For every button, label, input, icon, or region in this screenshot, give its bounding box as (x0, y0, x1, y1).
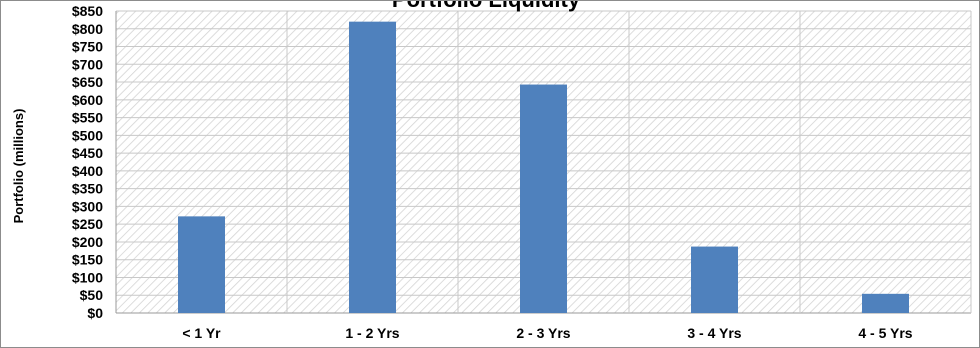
x-tick-labels: < 1 Yr 1 - 2 Yrs 2 - 3 Yrs 3 - 4 Yrs 4 - 5 Y… (182, 325, 912, 341)
x-tick-label: 2 - 3 Yrs (516, 325, 570, 341)
y-tick-label: $600 (72, 92, 103, 108)
y-tick-label: $450 (72, 145, 103, 161)
y-tick-label: $0 (87, 305, 103, 321)
y-tick-labels: $0 $50 $100$150 $200 $250 $300$350 $400 $450 $50… (72, 3, 103, 321)
y-tick-label: $150 (72, 252, 103, 268)
bar-4 (691, 246, 738, 313)
y-tick-label: $500 (72, 127, 103, 143)
x-tick-label: 4 - 5 Yrs (858, 325, 912, 341)
bar-5 (862, 293, 909, 313)
y-tick-label: $800 (72, 21, 103, 37)
y-tick-label: $700 (72, 56, 103, 72)
x-tick-label: < 1 Yr (182, 325, 221, 341)
bar-1 (178, 216, 225, 313)
y-tick-label: $850 (72, 3, 103, 19)
y-tick-label: $100 (72, 269, 103, 285)
y-tick-label: $50 (80, 287, 104, 303)
y-tick-label: $550 (72, 110, 103, 126)
chart-title: Portfolio Liquidity (392, 1, 581, 12)
bar-3 (520, 84, 567, 313)
x-tick-label: 3 - 4 Yrs (687, 325, 741, 341)
y-tick-label: $650 (72, 74, 103, 90)
bars (178, 21, 909, 314)
x-tick-label: 1 - 2 Yrs (345, 325, 399, 341)
y-axis-title: Portfolio (millions) (11, 109, 26, 224)
y-tick-label: $750 (72, 39, 103, 55)
bar-2 (349, 21, 396, 314)
y-tick-label: $250 (72, 216, 103, 232)
y-tick-label: $350 (72, 181, 103, 197)
y-tick-label: $400 (72, 163, 103, 179)
y-tick-label: $200 (72, 234, 103, 250)
y-tick-label: $300 (72, 198, 103, 214)
